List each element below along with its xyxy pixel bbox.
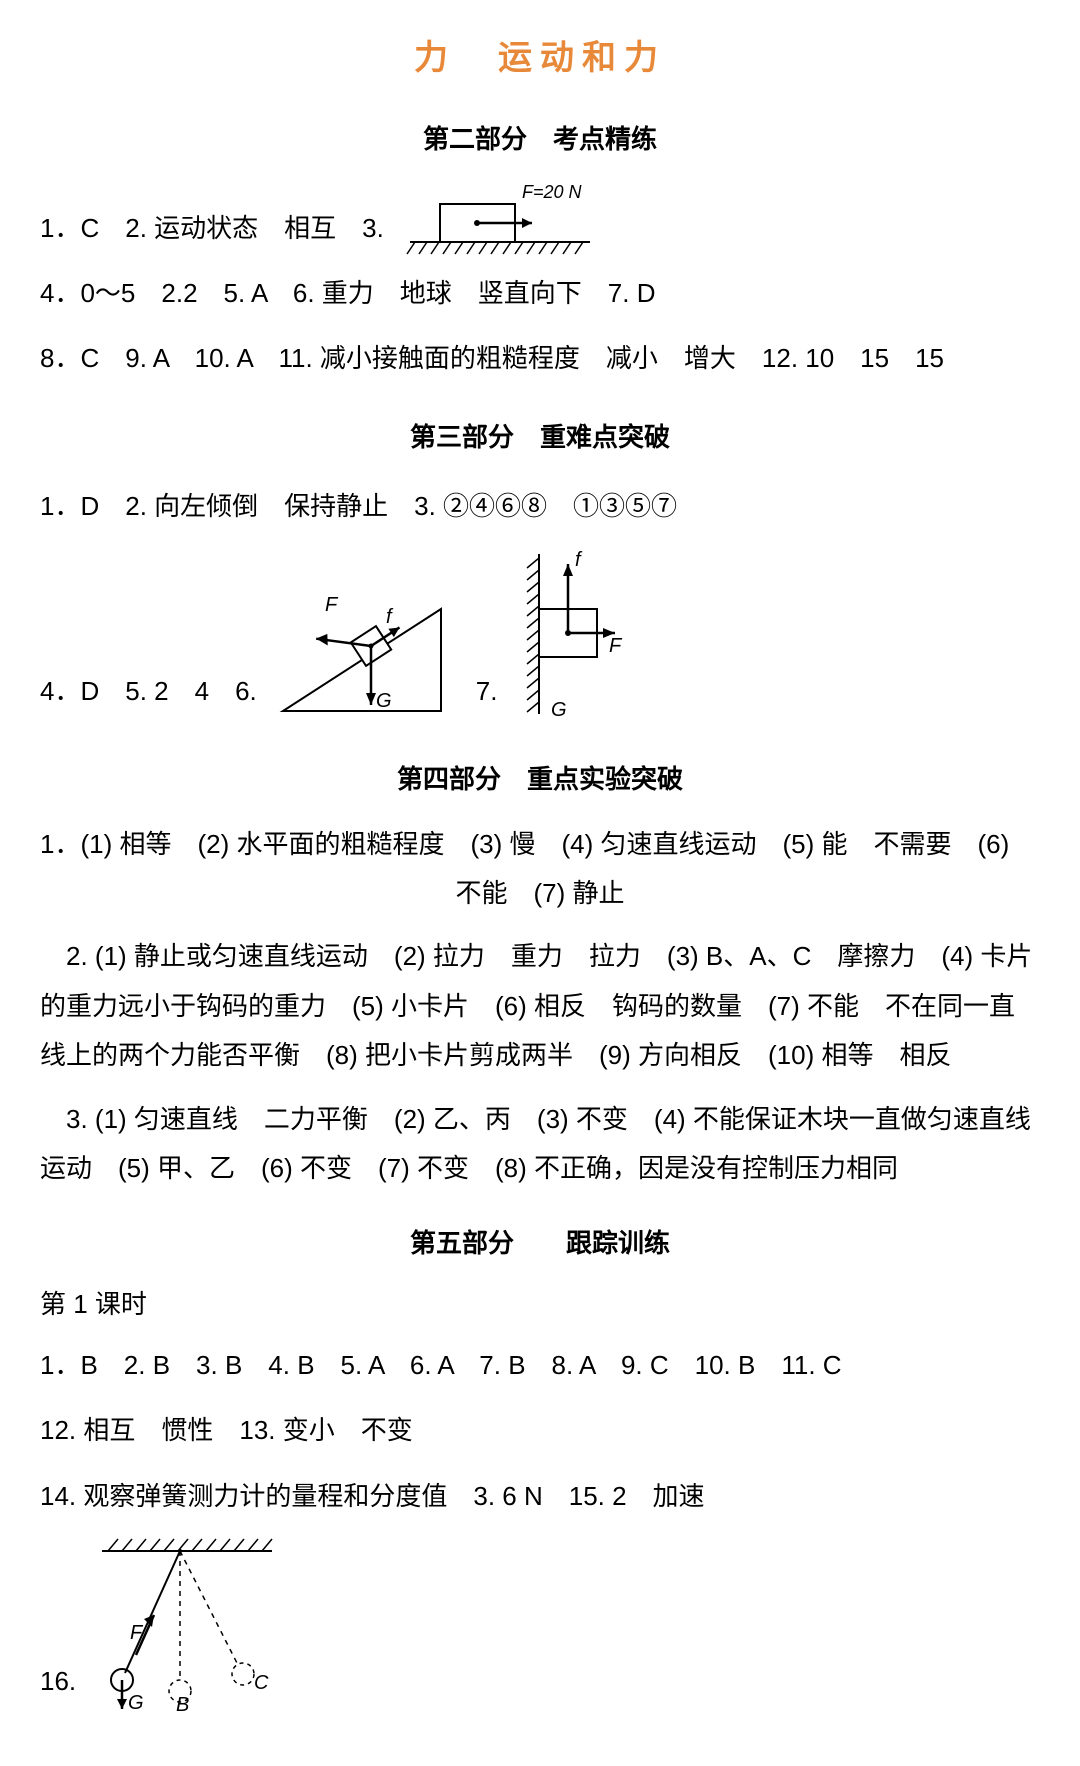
d2-label-G: G [376,690,392,712]
section2-header: 第二部分 考点精练 [40,119,1040,156]
d2-label-F: F [325,594,339,616]
part2-line3: 8．C 9. A 10. A 11. 减小接触面的粗糙程度 减小 增大 12. … [40,330,1040,387]
part5-line1: 1．B 2. B 3. B 4. B 5. A 6. A 7. B 8. A 9… [40,1337,1040,1394]
diagram1-label-F: F=20 N [522,182,583,202]
d3-label-G: G [551,699,567,721]
diagram-box-on-ground: F=20 N [400,180,600,265]
part4-q1-a: 1．(1) 相等 (2) 水平面的粗糙程度 (3) 慢 (4) 匀速直线运动 (… [40,820,1040,869]
diagram-incline: F f G [273,579,448,729]
lesson-1-heading: 第 1 课时 [40,1284,1040,1321]
section4-header: 第四部分 重点实验突破 [40,759,1040,796]
d4-label-B: B [176,1694,189,1713]
part5-line4-pre: 16. [40,1653,76,1710]
part3-line2-pre: 4．D 5. 2 4 6. [40,663,257,720]
part2-line1: 1．C 2. 运动状态 相互 3. F=20 N [40,180,1040,265]
d3-label-f: f [575,549,583,571]
section3-header: 第三部分 重难点突破 [40,417,1040,454]
d4-label-G: G [128,1692,144,1713]
section5-header: 第五部分 跟踪训练 [40,1223,1040,1260]
part2-line1-text: 1．C 2. 运动状态 相互 3. [40,200,384,257]
d3-label-F: F [609,635,623,657]
part5-line2: 12. 相互 惯性 13. 变小 不变 [40,1402,1040,1459]
d2-label-f: f [386,606,394,628]
part3-line1: 1．D 2. 向左倾倒 保持静止 3. ②④⑥⑧ ①③⑤⑦ [40,478,1040,535]
diagram-ceiling-strings: F G B C [92,1533,292,1718]
part3-line2-mid: 7. [476,663,498,720]
part4-q3: 3. (1) 匀速直线 二力平衡 (2) 乙、丙 (3) 不变 (4) 不能保证… [40,1095,1040,1194]
part3-line2: 4．D 5. 2 4 6. F f G [40,544,1040,729]
d4-label-C: C [254,1672,269,1694]
part5-line3: 14. 观察弹簧测力计的量程和分度值 3. 6 N 15. 2 加速 [40,1468,1040,1525]
part2-line2: 4．0～5 2.2 5. A 6. 重力 地球 竖直向下 7. D [40,265,1040,322]
part4-q1-b: 不能 (7) 静止 [40,869,1040,918]
d4-label-F: F [130,1622,144,1644]
part5-line4: 16. F G [40,1533,1040,1718]
part4-q1: 1．(1) 相等 (2) 水平面的粗糙程度 (3) 慢 (4) 匀速直线运动 (… [40,820,1040,919]
page-title: 力 运动和力 [40,30,1040,79]
diagram-wall-block: f F G [513,544,643,729]
part4-q2: 2. (1) 静止或匀速直线运动 (2) 拉力 重力 拉力 (3) B、A、C … [40,932,1040,1080]
